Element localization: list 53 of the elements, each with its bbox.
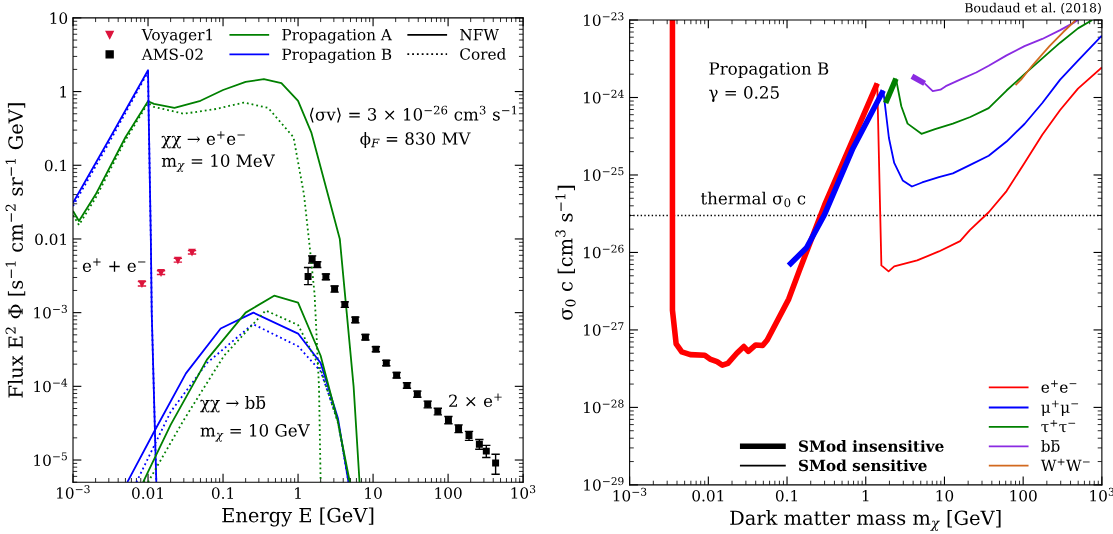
x-tick-label: 1 <box>862 490 869 502</box>
x-tick-label: 0.01 <box>132 487 163 499</box>
x-tick-label: 1 <box>295 487 301 499</box>
annotation: ⟨σv⟩ = 3 × 10$^{−26}$ cm$^{3}$ s$^{−1}$ <box>309 105 517 123</box>
x-tick-label: 0.1 <box>775 490 798 502</box>
y-axis-title: σ$_{0}$ c [cm$^{3}$ s$^{−1}$] <box>555 185 576 320</box>
legend-label: Propagation A <box>282 28 393 44</box>
legend-label: e$^{+}$e$^{−}$ <box>1041 380 1077 393</box>
legend-label: NFW <box>460 29 499 41</box>
legend-label: τ$^{+}$τ$^{−}$ <box>1041 419 1076 433</box>
y-tick-label: 10$^{−26}$ <box>584 244 624 259</box>
text: Flux E$^{2}$ Φ [s$^{−1}$ cm$^{−2}$ sr$^{−1}$ GeV] <box>5 103 26 398</box>
x-axis-title: Dark matter mass m$_{χ}$ [GeV] <box>730 510 1001 531</box>
annotation: γ = 0.25 <box>709 86 779 102</box>
y-tick-label: 10$^{−28}$ <box>584 399 624 414</box>
y-tick-label: 10$^{−23}$ <box>584 12 624 26</box>
x-tick-label: 100 <box>1010 490 1037 502</box>
legend-label: SMod insensitive <box>799 440 944 452</box>
x-tick-label: 10$^{3}$ <box>511 485 536 499</box>
x-tick-label: 0.01 <box>692 490 724 502</box>
legend-label: AMS-02 <box>141 48 203 60</box>
y-tick-label: 10$^{−5}$ <box>34 452 67 466</box>
x-tick-label: 10 <box>936 490 954 502</box>
y-tick-label: 10$^{−4}$ <box>34 378 68 393</box>
legend-label: SMod sensitive <box>799 459 927 472</box>
legend-label: Propagation B <box>282 48 392 64</box>
annotation: m$_{χ}$ = 10 GeV <box>200 424 310 442</box>
x-tick-label: 10 <box>365 487 382 499</box>
y-tick-label: 10$^{−27}$ <box>584 322 624 336</box>
annotation: χχ → e$^{+}$e$^{−}$ <box>161 131 245 149</box>
annotation: e$^{+}$ + e$^{−}$ <box>82 258 146 272</box>
annotation: ϕ$_{F}$ = 830 MV <box>360 131 471 149</box>
legend-label: W$^{+}$W$^{−}$ <box>1040 458 1090 471</box>
annotation: χχ → bb̄ <box>200 396 266 413</box>
y-tick-label: 0.1 <box>44 159 66 172</box>
annotation: Propagation B <box>709 62 829 79</box>
y-tick-label: 0.01 <box>35 233 66 245</box>
y-tick-label: 10$^{−24}$ <box>584 89 624 104</box>
ref-line-label: thermal σ$_{0}$ c <box>700 191 806 208</box>
y-tick-label: 10$^{−25}$ <box>584 167 624 181</box>
y-tick-label: 10$^{−3}$ <box>34 304 67 319</box>
text: Boudaud et al. (2018) <box>964 2 1101 15</box>
x-tick-label: 0.1 <box>211 487 234 499</box>
legend-label: Voyager1 <box>141 28 212 44</box>
x-tick-label: 100 <box>435 487 462 499</box>
x-axis-title: Energy E [GeV] <box>222 507 374 527</box>
legend-label: bb̄ <box>1041 440 1060 452</box>
annotation: 2 × e$^{+}$ <box>449 393 502 408</box>
y-tick-label: 1 <box>60 86 66 98</box>
y-tick-label: 10 <box>50 12 68 24</box>
legend-label: Cored <box>460 47 506 60</box>
annotation: m$_{χ}$ = 10 MeV <box>161 154 275 172</box>
legend-label: μ$^{+}$μ$^{−}$ <box>1041 400 1079 416</box>
